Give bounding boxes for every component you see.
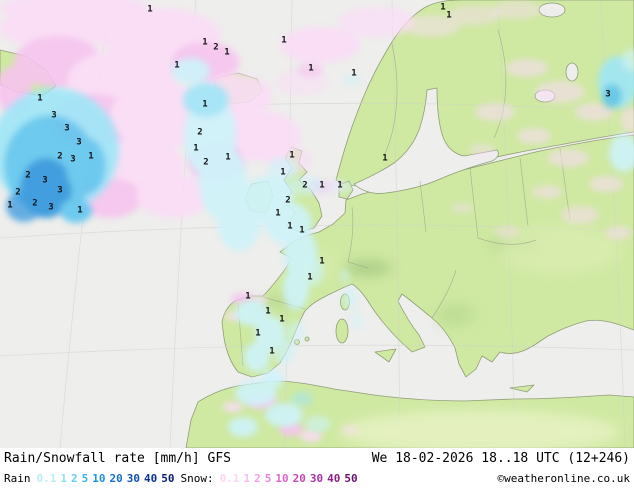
rain-scale-value: 50	[161, 472, 175, 485]
baltic-sea	[353, 87, 499, 194]
rain-precip-layer	[0, 49, 634, 437]
rain-scale-value: 2	[71, 472, 78, 485]
land-sicily	[374, 348, 397, 363]
europe-weather-map	[0, 0, 634, 448]
white-sea	[538, 2, 566, 18]
rain-scale-value: 40	[144, 472, 158, 485]
snow-scale-value: 5	[264, 472, 272, 485]
land-crete	[509, 384, 535, 393]
snow-scale-value: 2	[254, 472, 261, 485]
snow-label: Snow:	[180, 472, 214, 485]
legend-scale-row: Rain 0.1 1 2 5 10 20 30 40 50 Snow: 0.1 1 2 5 10 20 30…	[0, 469, 634, 490]
rain-scale-value: 30	[126, 472, 140, 485]
rain-scale-value: 1	[60, 472, 67, 485]
land-balearic-2	[304, 336, 310, 342]
rain-scale: 0.1 1 2 5 10 20 30 40 50	[37, 469, 175, 489]
snow-scale-value: 20	[292, 472, 306, 485]
lake-onega	[565, 62, 579, 82]
land-sardinia	[335, 318, 349, 344]
snow-scale-value: 1	[243, 472, 251, 485]
rain-label: Rain	[4, 472, 31, 485]
snow-scale: 0.1 1 2 5 10 20 30 40 50	[220, 469, 358, 489]
map-title: Rain/Snowfall rate [mm/h] GFS	[4, 451, 231, 466]
legend-scales: Rain 0.1 1 2 5 10 20 30 40 50 Snow: 0.1 1 2 5 10 20 30…	[4, 469, 358, 489]
snow-scale-value: 0.1	[219, 472, 240, 485]
snow-scale-value: 40	[327, 472, 341, 485]
snow-scale-value: 30	[309, 472, 324, 485]
map-datetime: We 18-02-2026 18..18 UTC (12+246)	[371, 451, 630, 466]
rain-scale-value: 5	[81, 472, 89, 485]
rain-scale-value: 0.1	[36, 472, 57, 485]
snow-scale-value: 10	[275, 472, 289, 485]
copyright-text: ©weatheronline.co.uk	[497, 472, 630, 485]
rain-scale-value: 10	[92, 472, 106, 485]
rain-scale-value: 20	[109, 472, 123, 485]
legend-footer: Rain/Snowfall rate [mm/h] GFS We 18-02-2…	[0, 448, 634, 490]
legend-title-row: Rain/Snowfall rate [mm/h] GFS We 18-02-2…	[0, 448, 634, 469]
snow-scale-value: 50	[344, 472, 358, 485]
